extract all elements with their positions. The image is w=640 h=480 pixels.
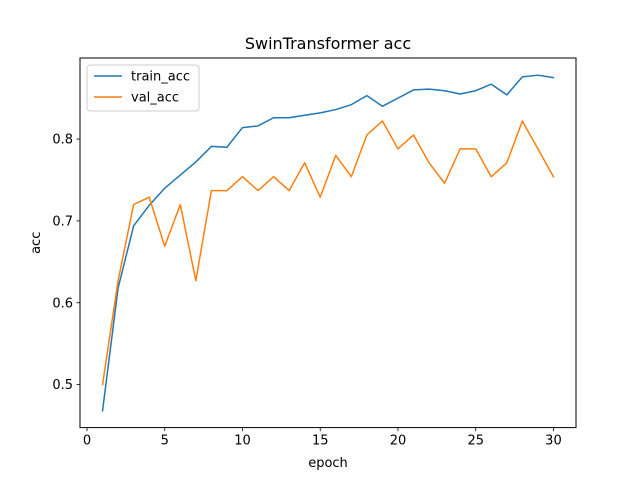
x-tick-label: 15: [312, 434, 329, 449]
legend: train_acc val_acc: [86, 64, 200, 112]
legend-label-val-acc: val_acc: [131, 91, 179, 106]
y-tick-label: 0.7: [52, 214, 73, 229]
series-line-train-acc: [101, 74, 555, 412]
x-tick-label: 20: [390, 434, 407, 449]
y-tick-label: 0.6: [52, 296, 73, 311]
y-tick-label: 0.8: [52, 133, 73, 148]
x-tick-label: 25: [467, 434, 484, 449]
x-axis-label: epoch: [308, 456, 348, 471]
y-axis-label: acc: [29, 232, 44, 254]
legend-label-train-acc: train_acc: [131, 70, 190, 85]
y-tick-label: 0.5: [52, 378, 73, 393]
x-tick-label: 0: [83, 434, 91, 449]
plot-area: [101, 74, 555, 412]
series-line-val-acc: [101, 120, 555, 386]
y-axis: 0.5 0.6 0.7 0.8: [52, 133, 80, 393]
x-axis: 0 5 10 15 20 25 30: [83, 427, 562, 449]
x-tick-label: 30: [545, 434, 562, 449]
x-tick-label: 5: [161, 434, 169, 449]
axes-frame: [79, 57, 577, 429]
x-tick-label: 10: [234, 434, 251, 449]
chart-title: SwinTransformer acc: [245, 34, 411, 53]
